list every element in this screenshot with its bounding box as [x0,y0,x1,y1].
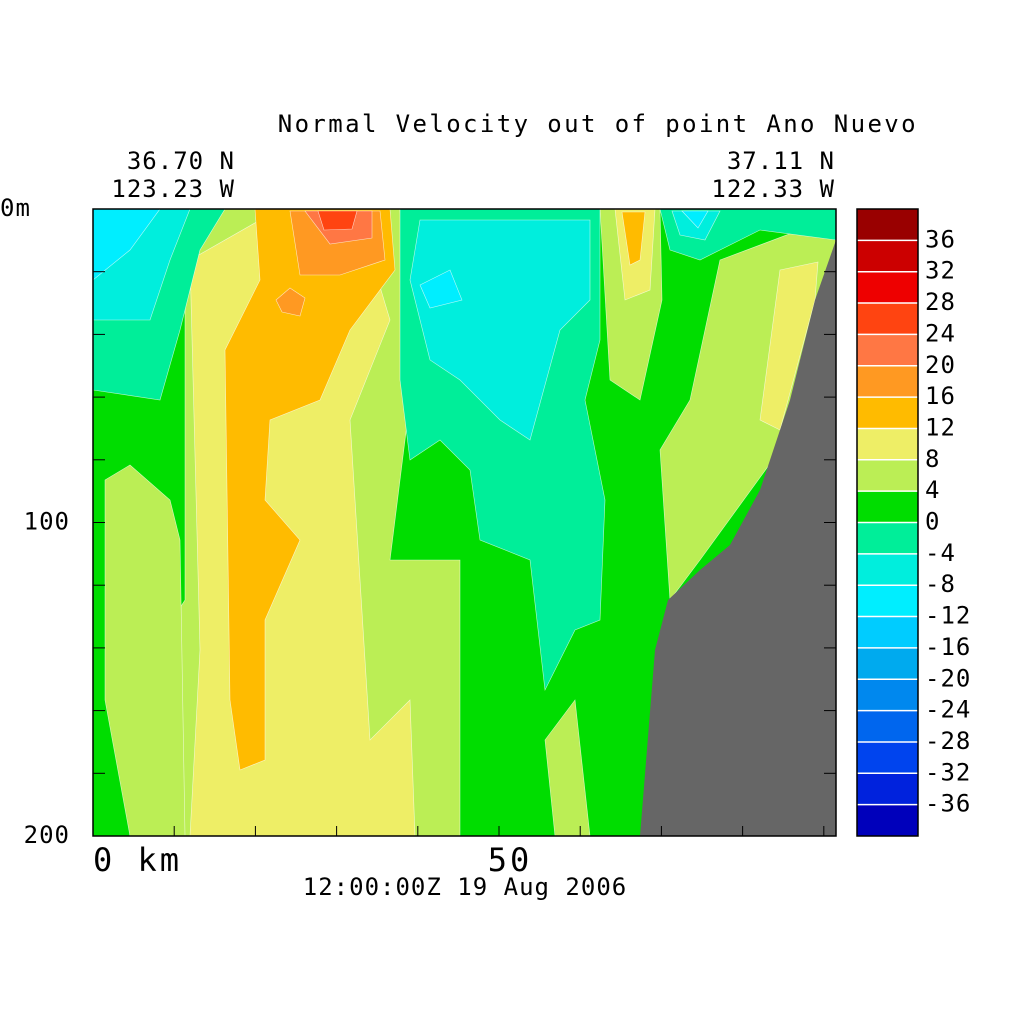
colorbar-label: -28 [925,727,971,755]
colorbar-box [857,679,918,711]
colorbar-label: 8 [925,445,940,473]
colorbar-label: -4 [925,539,956,567]
colorbar-box [857,209,918,241]
colorbar-label: -32 [925,758,971,786]
colorbar-box [857,741,918,774]
contour-field [93,209,836,836]
colorbar-box [857,522,918,554]
contour-region [104,464,186,836]
contour-region [759,261,819,431]
contour-region [224,209,396,771]
colorbar-box [857,397,918,429]
colorbar-box [857,773,918,805]
terrain [640,240,836,836]
colorbar-label: 20 [925,351,956,379]
colorbar-box [857,334,918,366]
colorbar-label: 28 [925,288,956,316]
colorbar-box [857,240,918,272]
time-label: 12:00:00Z 19 Aug 2006 [303,873,627,901]
colorbar-label: -16 [925,633,971,661]
colorbar-box [857,647,918,680]
colorbar-label: 0 [925,508,940,536]
contour-region [419,269,463,309]
end-lon: 122.33 W [711,175,835,203]
start-lat: 36.70 N [127,147,235,175]
colorbar-box [857,303,918,335]
colorbar-box [857,428,918,460]
colorbar-label: -36 [925,790,971,818]
contour-region [409,219,591,441]
y-tick-label: 0m [0,194,31,222]
colorbar-box [857,553,918,586]
end-lat: 37.11 N [727,147,835,175]
colorbar-box [857,804,918,836]
colorbar-label: 16 [925,382,956,410]
colorbar-label: -8 [925,570,956,598]
colorbar-frame [856,208,919,837]
contour-region [621,211,646,266]
colorbar-box [857,491,918,523]
contour-region [681,210,709,229]
colorbar-label: 4 [925,476,940,504]
chart-title: Normal Velocity out of point Ano Nuevo [278,110,918,138]
contour-region [544,699,591,836]
colorbar-label: 32 [925,257,956,285]
x-tick-label: 0 km [93,841,182,879]
colorbar-label: 24 [925,319,956,347]
contour-region [317,210,358,231]
colorbar-box [857,616,918,648]
colorbar-label: -24 [925,696,971,724]
colorbar-box [857,459,918,492]
y-tick-label: 100 [24,508,70,536]
colorbar-box [857,365,918,398]
start-lon: 123.23 W [111,175,235,203]
colorbar-label: 36 [925,225,956,253]
colorbar-box [857,585,918,617]
colorbar-label: 12 [925,413,956,441]
x-tick-label: 50 [488,841,533,879]
contour-region [275,287,306,317]
colorbar-box [857,271,918,304]
y-tick-label: 200 [24,821,70,849]
colorbar-label: -20 [925,664,971,692]
contour-region [93,209,161,281]
colorbar-label: -12 [925,602,971,630]
colorbar-box [857,710,918,742]
